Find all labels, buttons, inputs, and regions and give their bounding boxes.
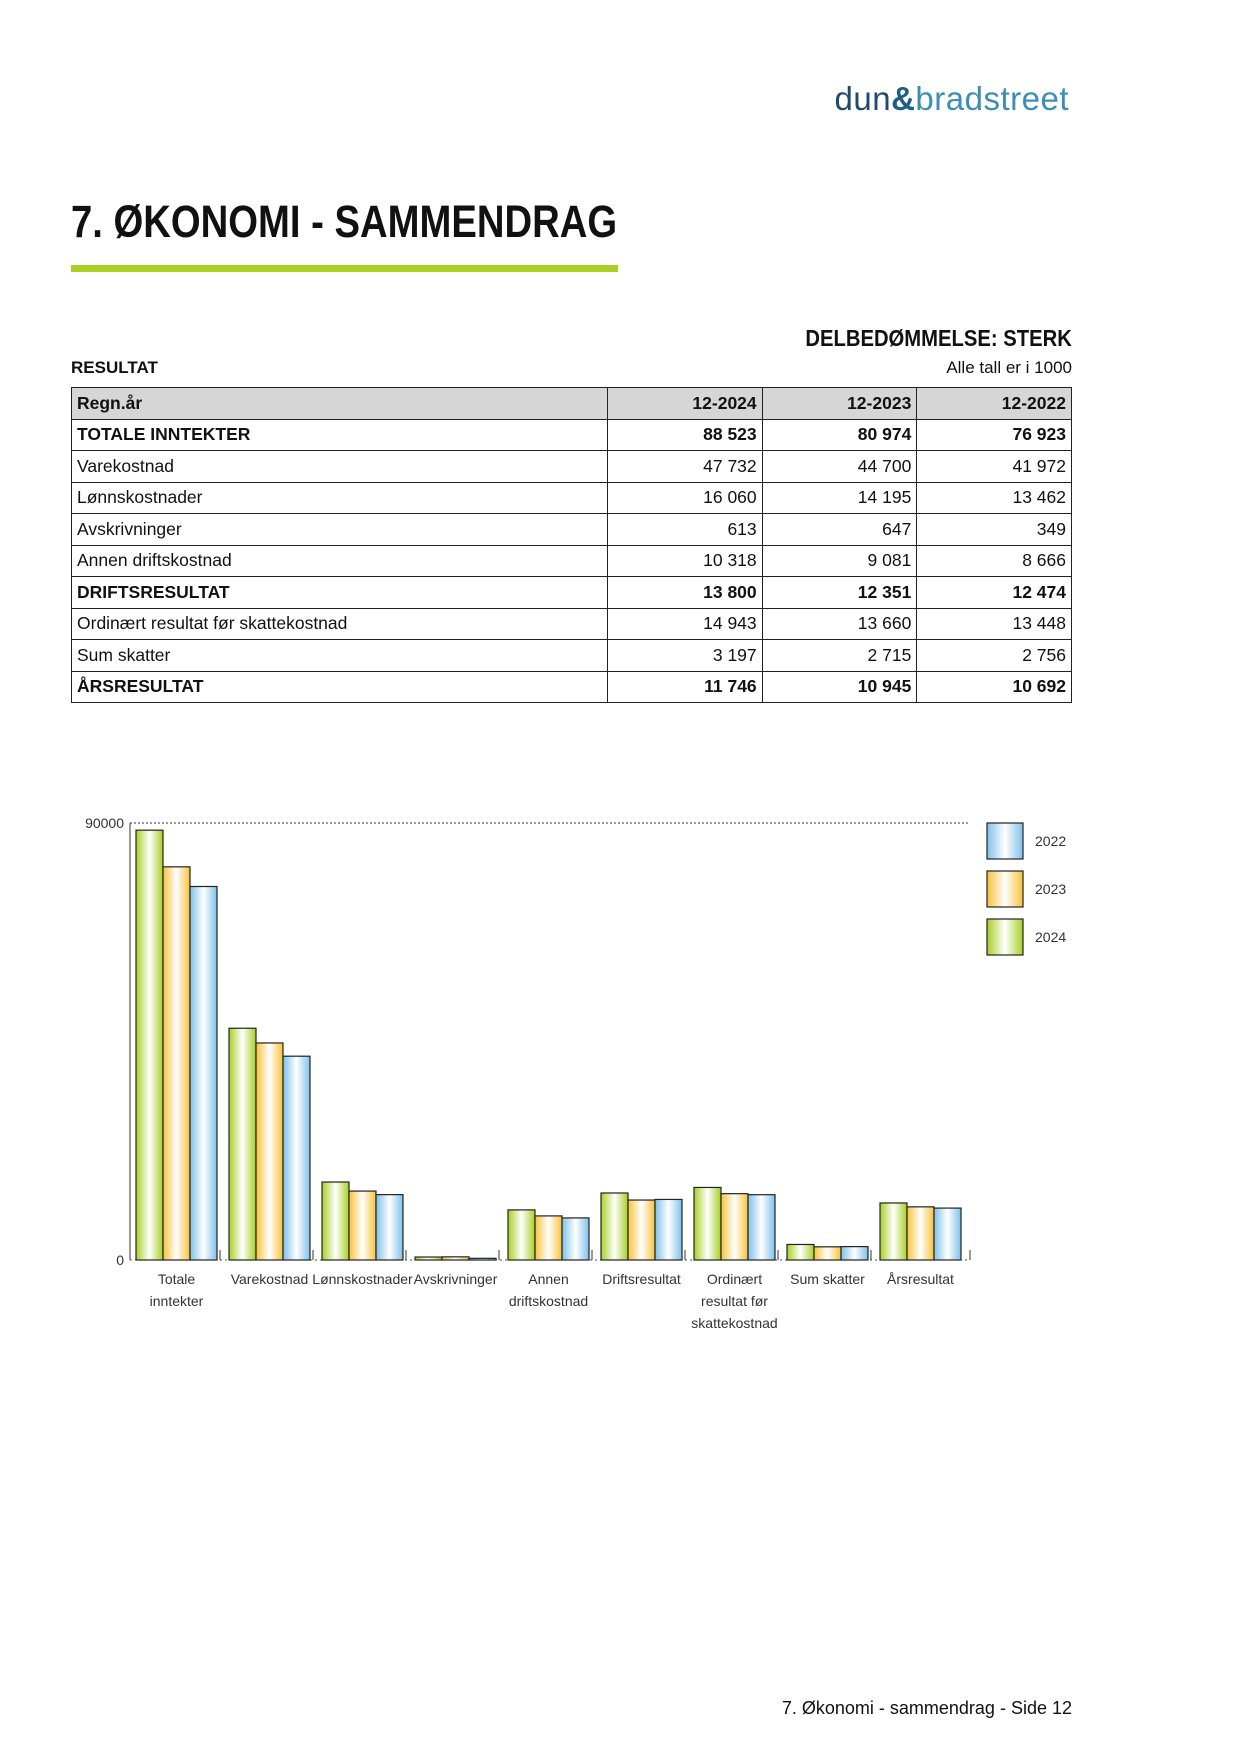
x-tick-label: Avskrivninger bbox=[414, 1271, 498, 1287]
bar-2024 bbox=[786, 1243, 815, 1261]
table-row: ÅRSRESULTAT 11 746 10 945 10 692 bbox=[71, 670, 1072, 703]
x-tick-label: inntekter bbox=[150, 1293, 204, 1309]
x-tick-label: driftskostnad bbox=[509, 1293, 588, 1309]
x-tick-label: Totale bbox=[158, 1271, 196, 1287]
unit-note: Alle tall er i 1000 bbox=[946, 358, 1072, 377]
bar-2022 bbox=[282, 1055, 311, 1261]
row-label: ÅRSRESULTAT bbox=[71, 670, 608, 703]
bar-2022 bbox=[375, 1194, 404, 1261]
dun-bradstreet-logo: dun&bradstreet bbox=[835, 80, 1070, 118]
rating-heading: DELBEDØMMELSE: STERK bbox=[805, 325, 1072, 351]
bar-2023 bbox=[441, 1256, 470, 1261]
title-underline bbox=[71, 265, 618, 272]
legend-swatch-2024 bbox=[986, 918, 1024, 956]
x-tick-label: Varekostnad bbox=[231, 1271, 309, 1287]
row-label: Lønnskostnader bbox=[71, 481, 608, 514]
row-value: 13 462 bbox=[916, 481, 1072, 514]
row-value: 14 195 bbox=[761, 481, 918, 514]
page-footer: 7. Økonomi - sammendrag - Side 12 bbox=[781, 1698, 1072, 1718]
results-table: Regn.år 12-2024 12-2023 12-2022 TOTALE INNTE… bbox=[71, 387, 1072, 703]
bar-2023 bbox=[255, 1042, 284, 1261]
legend-swatch-2022 bbox=[986, 822, 1024, 860]
x-tick-label: resultat før bbox=[701, 1293, 768, 1309]
row-value: 349 bbox=[916, 513, 1072, 546]
bar-2024 bbox=[228, 1027, 257, 1261]
bar-2022 bbox=[654, 1198, 683, 1261]
x-tick-label: Sum skatter bbox=[790, 1271, 865, 1287]
row-label: TOTALE INNTEKTER bbox=[71, 418, 608, 451]
row-label: Varekostnad bbox=[71, 450, 608, 483]
bar-2024 bbox=[414, 1256, 443, 1261]
row-value: 44 700 bbox=[761, 450, 918, 483]
table-row: Lønnskostnader 16 060 14 195 13 462 bbox=[71, 481, 1072, 514]
x-tick-label: Lønnskostnader bbox=[312, 1271, 413, 1287]
row-value: 3 197 bbox=[607, 639, 763, 672]
legend-label: 2022 bbox=[1035, 833, 1066, 849]
bar-2022 bbox=[747, 1194, 776, 1261]
row-value: 11 746 bbox=[607, 670, 763, 703]
row-value: 13 660 bbox=[761, 607, 918, 640]
bar-2024 bbox=[321, 1181, 350, 1261]
x-tick-label: Ordinært bbox=[707, 1271, 762, 1287]
bar-2022 bbox=[561, 1217, 590, 1261]
logo-ampersand: & bbox=[891, 80, 916, 117]
table-row: Avskrivninger 613 647 349 bbox=[71, 513, 1072, 546]
page-title: 7. ØKONOMI - SAMMENDRAG bbox=[71, 196, 618, 247]
bar-2023 bbox=[348, 1190, 377, 1261]
legend-label: 2024 bbox=[1035, 929, 1066, 945]
row-value: 10 692 bbox=[916, 670, 1072, 703]
x-tick-label: skattekostnad bbox=[691, 1315, 777, 1331]
row-label: Avskrivninger bbox=[71, 513, 608, 546]
y-tick-label: 90000 bbox=[85, 815, 124, 831]
table-header-row: Regn.år 12-2024 12-2023 12-2022 bbox=[71, 387, 1072, 420]
bar-2023 bbox=[906, 1206, 935, 1261]
column-header: Regn.år bbox=[71, 387, 608, 420]
table-row: Varekostnad 47 732 44 700 41 972 bbox=[71, 450, 1072, 483]
x-tick-label: Årsresultat bbox=[887, 1271, 954, 1287]
row-label: Annen driftskostnad bbox=[71, 544, 608, 577]
y-tick-label: 0 bbox=[116, 1252, 124, 1268]
legend-swatch-2023 bbox=[986, 870, 1024, 908]
table-row: Ordinært resultat før skattekostnad 14 94… bbox=[71, 607, 1072, 640]
section-title: RESULTAT bbox=[71, 358, 158, 377]
row-value: 14 943 bbox=[607, 607, 763, 640]
bar-2023 bbox=[162, 866, 191, 1261]
bar-2024 bbox=[135, 829, 164, 1261]
bar-2023 bbox=[720, 1193, 749, 1261]
bar-2024 bbox=[693, 1186, 722, 1261]
legend-label: 2023 bbox=[1035, 881, 1066, 897]
table-row: Sum skatter 3 197 2 715 2 756 bbox=[71, 639, 1072, 672]
column-header: 12-2022 bbox=[916, 387, 1072, 420]
bar-2022 bbox=[840, 1246, 869, 1261]
logo-text: dun bbox=[834, 80, 892, 117]
bar-2023 bbox=[627, 1199, 656, 1261]
bar-2024 bbox=[879, 1202, 908, 1261]
bar-2024 bbox=[600, 1192, 629, 1261]
row-value: 10 945 bbox=[761, 670, 918, 703]
bar-2022 bbox=[933, 1207, 962, 1261]
bar-2022 bbox=[189, 885, 218, 1261]
row-value: 80 974 bbox=[761, 418, 918, 451]
row-value: 10 318 bbox=[607, 544, 763, 577]
bar-2023 bbox=[534, 1215, 563, 1261]
x-tick-label: Annen bbox=[528, 1271, 568, 1287]
table-row: Annen driftskostnad 10 318 9 081 8 666 bbox=[71, 544, 1072, 577]
row-value: 13 448 bbox=[916, 607, 1072, 640]
bar-2023 bbox=[813, 1246, 842, 1261]
row-label: Ordinært resultat før skattekostnad bbox=[71, 607, 608, 640]
row-value: 613 bbox=[607, 513, 763, 546]
x-tick-label: Driftsresultat bbox=[602, 1271, 681, 1287]
bar-2022 bbox=[468, 1257, 497, 1261]
row-value: 2 756 bbox=[916, 639, 1072, 672]
logo-text: bradstreet bbox=[915, 80, 1069, 117]
bar-2024 bbox=[507, 1209, 536, 1261]
